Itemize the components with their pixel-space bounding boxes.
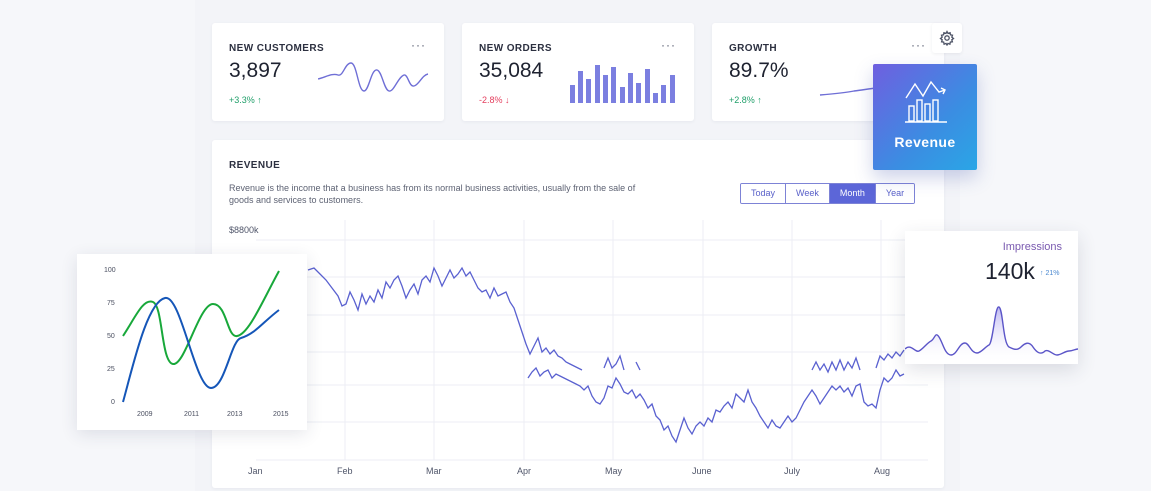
gear-icon	[939, 30, 955, 46]
revenue-line-chart	[256, 220, 928, 461]
month-label: Apr	[517, 466, 532, 476]
impressions-card: Impressions 140k ↑ 21%	[905, 231, 1078, 364]
month-label: May	[605, 466, 623, 476]
stat-change: -2.8% ↓	[479, 95, 510, 105]
range-month-button[interactable]: Month	[829, 184, 876, 203]
settings-button[interactable]	[932, 23, 962, 53]
y-tick: 25	[107, 366, 115, 373]
stat-card-new-customers: NEW CUSTOMERS ··· 3,897 +3.3% ↑	[212, 23, 444, 121]
ellipsis-icon[interactable]: ···	[911, 38, 926, 52]
range-year-button[interactable]: Year	[875, 184, 915, 203]
revenue-title: REVENUE	[229, 160, 281, 171]
revenue-y-label: $8800k	[229, 225, 259, 235]
impressions-change: ↑ 21%	[1040, 270, 1060, 277]
month-label: Jan	[248, 466, 263, 476]
arrow-up-icon: ↑	[757, 95, 762, 105]
revenue-description: Revenue is the income that a business ha…	[229, 183, 636, 205]
x-tick: 2015	[273, 411, 289, 418]
revenue-card: REVENUE Revenue is the income that a bus…	[212, 140, 944, 488]
x-tick: 2013	[227, 411, 243, 418]
revenue-badge-label: Revenue	[894, 134, 956, 150]
growth-sparkline	[819, 87, 877, 96]
impressions-label: Impressions	[1002, 241, 1062, 253]
stat-change: +3.3% ↑	[229, 95, 262, 105]
comparison-chart-card: 100 75 50 25 0 2009 2011 2013 2015	[77, 254, 307, 430]
orders-bar-sparkline	[570, 65, 675, 103]
comparison-lines	[122, 270, 280, 403]
range-selector: Today Week Month Year	[740, 183, 916, 204]
month-label: Aug	[874, 466, 891, 476]
arrow-down-icon: ↓	[505, 95, 510, 105]
ellipsis-icon[interactable]: ···	[661, 38, 676, 52]
range-today-button[interactable]: Today	[741, 184, 787, 203]
stat-value: 3,897	[229, 59, 282, 82]
stat-title: NEW CUSTOMERS	[229, 43, 325, 54]
y-tick: 75	[107, 300, 115, 307]
ellipsis-icon[interactable]: ···	[411, 38, 426, 52]
impressions-area-chart	[905, 306, 1078, 364]
month-label: Feb	[337, 466, 353, 476]
stat-value: 89.7%	[729, 59, 789, 82]
y-tick: 100	[104, 267, 116, 274]
impressions-value: 140k	[985, 258, 1035, 284]
month-label: July	[784, 466, 801, 476]
stat-title: NEW ORDERS	[479, 43, 552, 54]
stat-card-new-orders: NEW ORDERS ··· 35,084 -2.8% ↓	[462, 23, 694, 121]
arrow-up-icon: ↑	[257, 95, 262, 105]
y-tick: 50	[107, 333, 115, 340]
blue-series-line	[122, 297, 280, 403]
x-tick: 2011	[184, 411, 200, 418]
month-label: Mar	[426, 466, 442, 476]
revenue-badge[interactable]: Revenue	[873, 64, 977, 170]
stat-value: 35,084	[479, 59, 544, 82]
bar-trend-icon	[905, 80, 947, 123]
stat-change: +2.8% ↑	[729, 95, 762, 105]
month-label: June	[692, 466, 712, 476]
y-tick: 0	[111, 399, 115, 406]
range-week-button[interactable]: Week	[786, 184, 830, 203]
green-series-line	[122, 270, 280, 365]
stat-title: GROWTH	[729, 43, 777, 54]
customers-sparkline	[318, 62, 429, 92]
x-tick: 2009	[137, 411, 153, 418]
